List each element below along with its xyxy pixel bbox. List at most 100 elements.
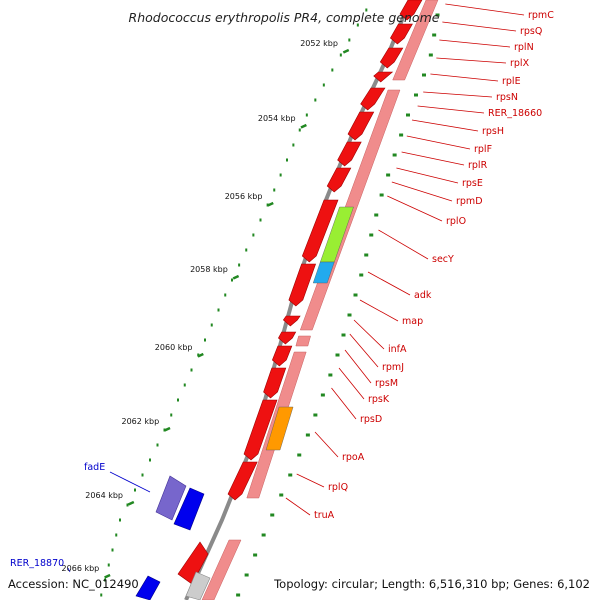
gene-label: RER_18870 [10, 558, 64, 569]
adk-gene-block [312, 261, 335, 284]
dot [399, 133, 404, 137]
dot [379, 193, 384, 197]
kbp-tick-label: 2056 kbp [225, 192, 263, 201]
leader-line [396, 167, 459, 184]
gene-label: secY [432, 254, 454, 265]
kbp-tick-label: 2060 kbp [155, 343, 193, 352]
kbp-tick-mark [232, 274, 240, 280]
gene-leader-lines [67, 3, 525, 573]
dot [238, 263, 241, 267]
dot [339, 53, 342, 57]
gene-track-secondary [201, 0, 439, 600]
leader-line [285, 497, 311, 516]
gene-label: rpsH [482, 126, 504, 137]
gene-label: adk [414, 290, 432, 301]
dot [365, 8, 368, 12]
dot [353, 293, 358, 297]
gene-label: rpsN [496, 92, 518, 103]
gene-arrow [337, 141, 362, 167]
dot [134, 488, 136, 492]
dot [314, 98, 317, 102]
fadE-gene-block [155, 475, 187, 521]
leader-line [436, 57, 507, 64]
leader-line [344, 349, 372, 384]
dot [364, 253, 369, 257]
leader-line [367, 271, 411, 296]
kbp-tick-label: 2058 kbp [190, 265, 228, 274]
kbp-tick-label: 2064 kbp [85, 491, 123, 500]
dot [217, 308, 220, 312]
leader-line [353, 319, 385, 350]
genome-stats-text: Topology: circular; Length: 6,516,310 bp… [273, 577, 590, 591]
dot [270, 513, 275, 517]
dot [261, 533, 266, 537]
dot [414, 93, 418, 97]
leader-line [359, 299, 399, 322]
kbp-tick-label: 2062 kbp [121, 417, 159, 426]
leader-line [67, 567, 71, 573]
dot [183, 383, 186, 387]
dot [432, 33, 437, 37]
leader-line [430, 73, 499, 82]
gene-label: rpsM [375, 378, 398, 389]
gene-label: rplQ [328, 482, 348, 493]
kbp-tick-mark [127, 500, 135, 506]
dot [331, 68, 334, 72]
gene-arrow [243, 399, 278, 461]
dot [190, 368, 193, 372]
gene-arrow [360, 87, 386, 111]
kbp-tick-mark [104, 573, 111, 579]
gene-label: rpsK [368, 394, 390, 405]
dot [115, 533, 118, 537]
gene-arrow [288, 263, 317, 307]
dot [177, 398, 179, 402]
dot [156, 443, 159, 447]
gene-arrow [282, 315, 301, 327]
gene-arrow [373, 71, 394, 83]
dot [252, 233, 255, 237]
dot [297, 453, 302, 457]
gene-label: rplO [446, 216, 466, 227]
gene-arrow [263, 367, 287, 399]
leader-line [338, 367, 365, 400]
leader-line [417, 105, 485, 114]
dot [305, 113, 308, 117]
gene-label: rpsD [360, 414, 382, 425]
kbp-tick-label: 2052 kbp [300, 39, 338, 48]
map-title: Rhodococcus erythropolis PR4, complete g… [129, 10, 440, 25]
dot [279, 493, 284, 497]
gene-label: rpmJ [382, 362, 404, 373]
gene-label: rplE [502, 76, 521, 87]
gene-arrow [326, 167, 352, 193]
dot [224, 293, 227, 297]
dot [320, 393, 325, 397]
gene-label: rplN [514, 42, 534, 53]
dot [328, 373, 333, 377]
secondary-gene-block [295, 335, 311, 347]
leader-line [401, 151, 465, 166]
leader-line [314, 431, 339, 458]
leader-line [387, 195, 443, 222]
dot [369, 233, 374, 237]
kbp-tick-mark [300, 123, 307, 129]
dot [356, 23, 359, 27]
dot [428, 53, 433, 57]
kbp-tick-mark [197, 352, 204, 358]
dot [244, 573, 249, 577]
kbp-tick-label: 2054 kbp [258, 114, 296, 123]
dot [322, 83, 325, 87]
blue-gene-arrow [135, 575, 161, 600]
gene-label: map [402, 316, 423, 327]
leader-line [331, 387, 357, 420]
dot [126, 503, 129, 507]
gene-label: truA [314, 510, 335, 521]
dot [435, 13, 440, 17]
dot [374, 213, 379, 217]
leader-line [445, 3, 525, 16]
dot [119, 518, 121, 522]
dot [347, 313, 352, 317]
dot [273, 188, 276, 192]
gene-track-primary [135, 0, 423, 600]
kbp-tick-mark [164, 426, 171, 432]
